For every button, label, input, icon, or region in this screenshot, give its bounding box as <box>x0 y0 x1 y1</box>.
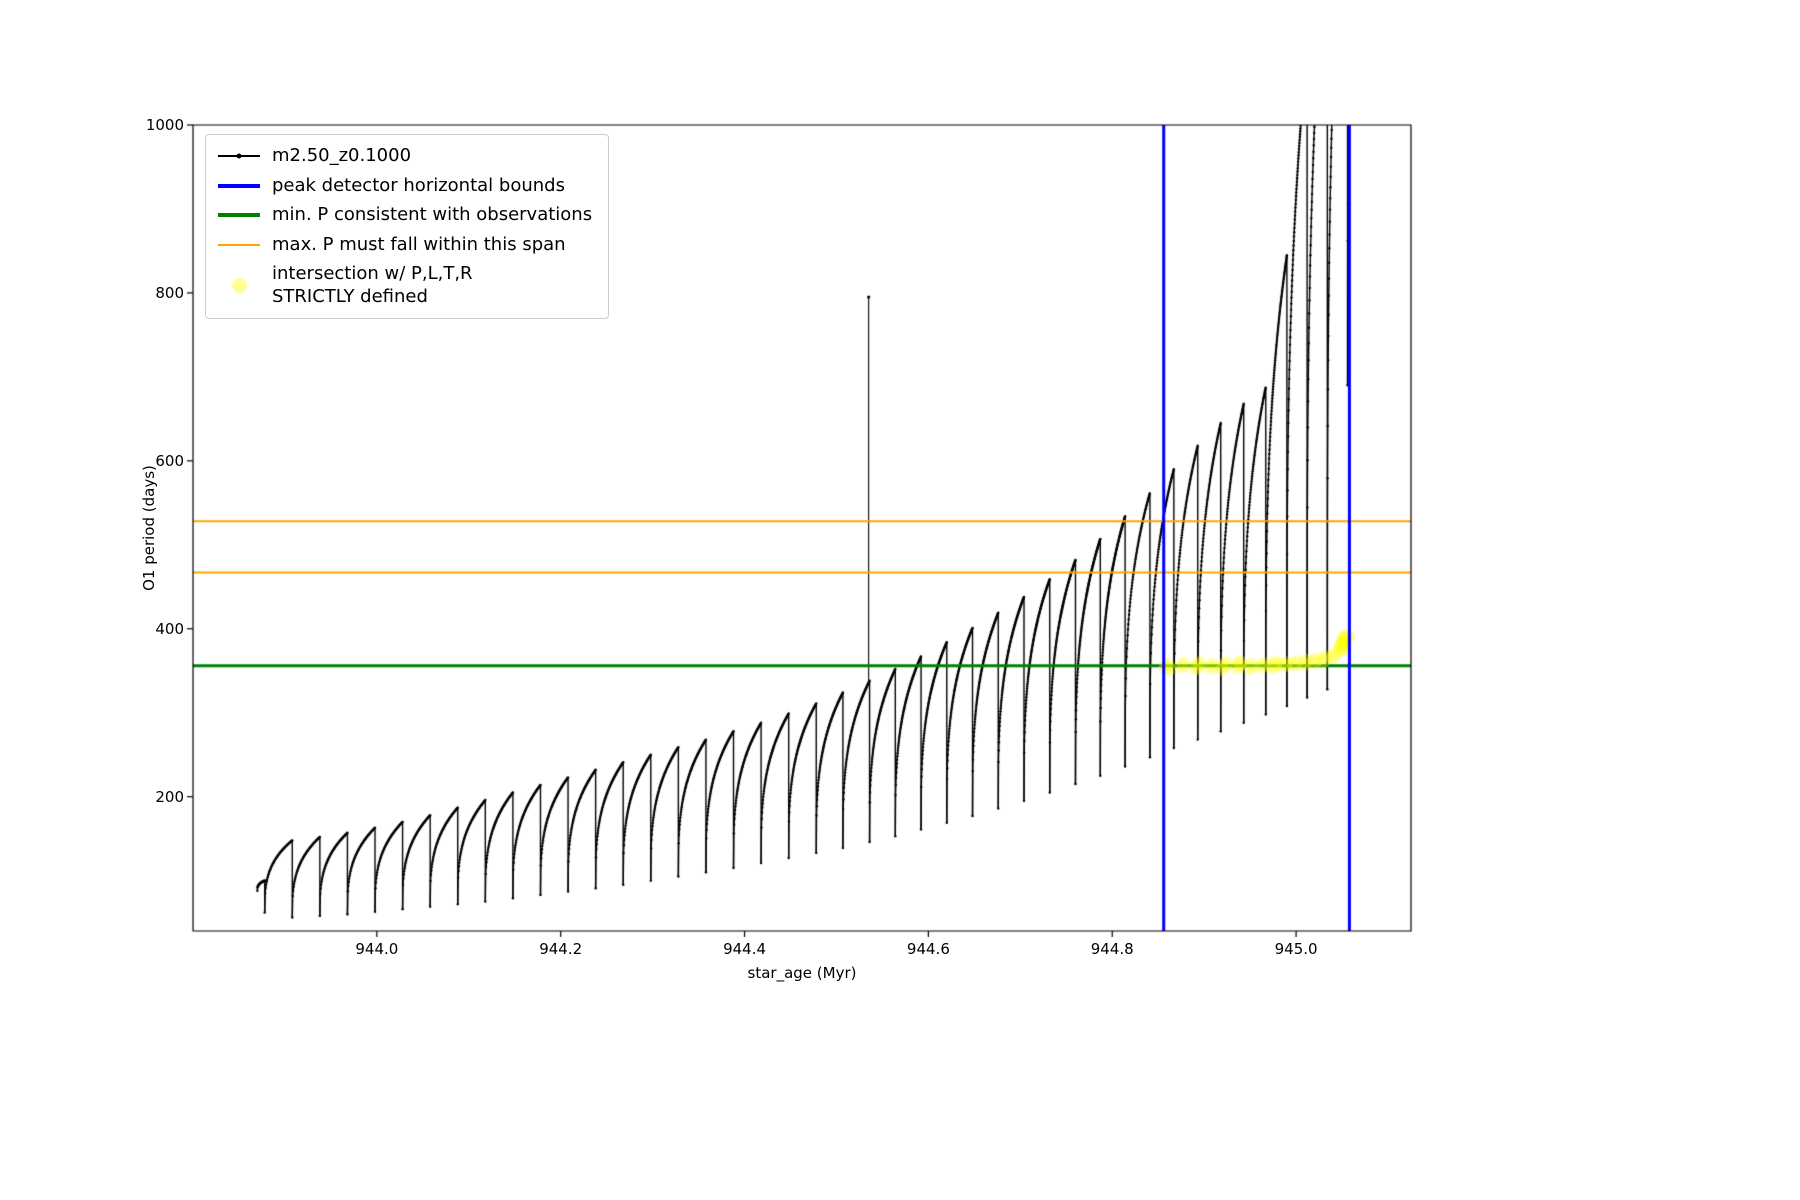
x-tick-label: 944.8 <box>1090 940 1134 958</box>
legend-label-intersection: intersection w/ P,L,T,R STRICTLY defined <box>272 263 473 307</box>
legend-entry-max-p: max. P must fall within this span <box>218 234 592 257</box>
legend-entry-intersection: intersection w/ P,L,T,R STRICTLY defined <box>218 263 592 308</box>
max-p-span-line-icon <box>218 235 260 255</box>
legend: m2.50_z0.1000 peak detector horizontal b… <box>205 134 610 319</box>
series-line-icon <box>218 146 260 166</box>
x-tick-label: 944.4 <box>723 940 767 958</box>
x-axis-label: star_age (Myr) <box>747 964 857 982</box>
x-tick-label: 944.6 <box>906 940 950 958</box>
legend-entry-series: m2.50_z0.1000 <box>218 145 592 168</box>
y-tick-label: 400 <box>155 619 184 638</box>
legend-label-peak-bounds: peak detector horizontal bounds <box>272 174 565 196</box>
y-tick-label: 800 <box>155 283 184 302</box>
legend-label-max-p: max. P must fall within this span <box>272 233 566 255</box>
min-p-line-icon <box>218 205 260 225</box>
y-axis-label: O1 period (days) <box>140 465 158 591</box>
y-tick-label: 1000 <box>145 116 184 134</box>
y-tick-label: 200 <box>155 787 184 806</box>
legend-entry-peak-bounds: peak detector horizontal bounds <box>218 175 592 198</box>
y-tick-label: 600 <box>155 451 184 470</box>
x-tick-label: 944.2 <box>539 940 583 958</box>
x-tick-label: 945.0 <box>1274 940 1318 958</box>
legend-label-min-p: min. P consistent with observations <box>272 204 593 225</box>
intersection-marker-icon <box>218 276 260 296</box>
legend-entry-min-p: min. P consistent with observations <box>218 204 592 227</box>
peak-bounds-line-icon <box>218 176 260 196</box>
x-tick-label: 944.0 <box>355 940 399 958</box>
legend-label-series: m2.50_z0.1000 <box>272 145 412 166</box>
